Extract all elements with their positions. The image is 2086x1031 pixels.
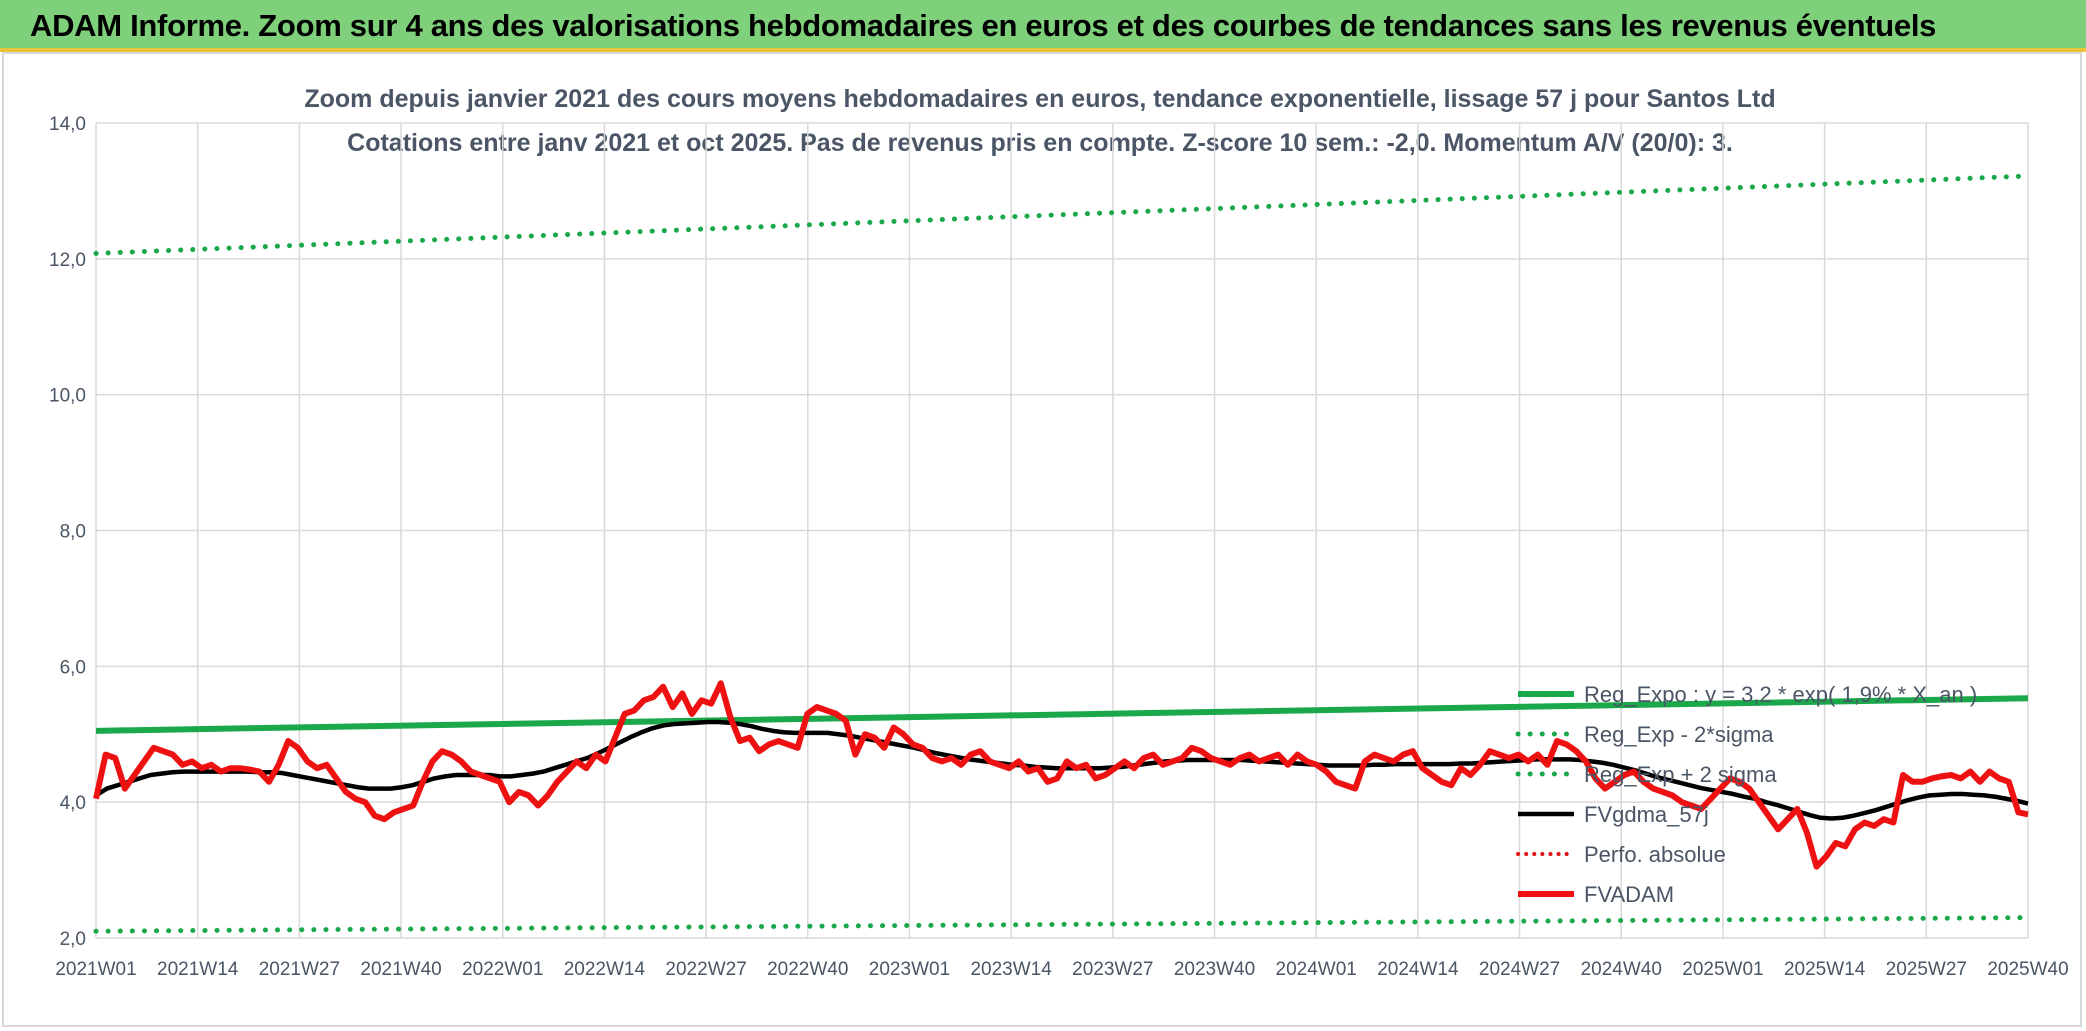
x-tick-label: 2025W40 — [1987, 959, 2068, 980]
chart-subtitle: Cotations entre janv 2021 et oct 2025. P… — [347, 129, 1733, 157]
x-tick-label: 2021W01 — [55, 959, 136, 980]
series-line-fvadam — [93, 680, 2029, 870]
legend-label: Reg_Expo : y = 3,2 * exp( 1,9% * X_an ) — [1584, 682, 1977, 707]
series-line-reg-expo-y-3-2-exp-1-9-x-an — [95, 695, 2029, 734]
series-line-reg-exp-2-sigma — [93, 173, 2031, 256]
y-tick-label: 14,0 — [49, 114, 86, 135]
y-tick-label: 12,0 — [49, 250, 86, 271]
chart-title: Zoom depuis janvier 2021 des cours moyen… — [304, 85, 1775, 113]
x-tick-label: 2025W27 — [1886, 959, 1967, 980]
x-tick-label: 2022W01 — [462, 959, 543, 980]
y-tick-label: 8,0 — [60, 522, 86, 543]
legend-label: FVADAM — [1584, 882, 1674, 907]
x-tick-label: 2022W40 — [767, 959, 848, 980]
x-tick-label: 2024W27 — [1479, 959, 1560, 980]
chart-frame — [2, 52, 2082, 1027]
legend-label: Reg_Exp + 2 sigma — [1584, 762, 1777, 787]
report-title: ADAM Informe. Zoom sur 4 ans des valoris… — [30, 8, 1937, 43]
x-tick-label: 2024W14 — [1377, 959, 1459, 980]
x-tick-label: 2024W40 — [1581, 959, 1662, 980]
y-tick-label: 2,0 — [60, 929, 86, 950]
x-tick-label: 2024W01 — [1276, 959, 1357, 980]
x-tick-label: 2022W27 — [665, 959, 746, 980]
y-tick-label: 6,0 — [60, 657, 86, 678]
x-tick-label: 2021W40 — [360, 959, 441, 980]
legend-label: Perfo. absolue — [1584, 842, 1726, 867]
x-tick-label: 2022W14 — [564, 959, 646, 980]
report-banner: ADAM Informe. Zoom sur 4 ans des valoris… — [0, 0, 2086, 52]
x-tick-label: 2021W14 — [157, 959, 239, 980]
legend-label: Reg_Exp - 2*sigma — [1584, 722, 1774, 747]
x-tick-label: 2025W01 — [1682, 959, 1763, 980]
x-tick-label: 2025W14 — [1784, 959, 1866, 980]
x-tick-label: 2021W27 — [259, 959, 340, 980]
x-tick-label: 2023W27 — [1072, 959, 1153, 980]
x-tick-label: 2023W40 — [1174, 959, 1255, 980]
y-tick-label: 10,0 — [49, 386, 86, 407]
x-tick-label: 2023W01 — [869, 959, 950, 980]
x-tick-label: 2023W14 — [970, 959, 1052, 980]
legend-label: FVgdma_57j — [1584, 802, 1709, 827]
y-tick-label: 4,0 — [60, 793, 86, 814]
series-line-reg-exp-2-sigma — [93, 915, 2031, 934]
